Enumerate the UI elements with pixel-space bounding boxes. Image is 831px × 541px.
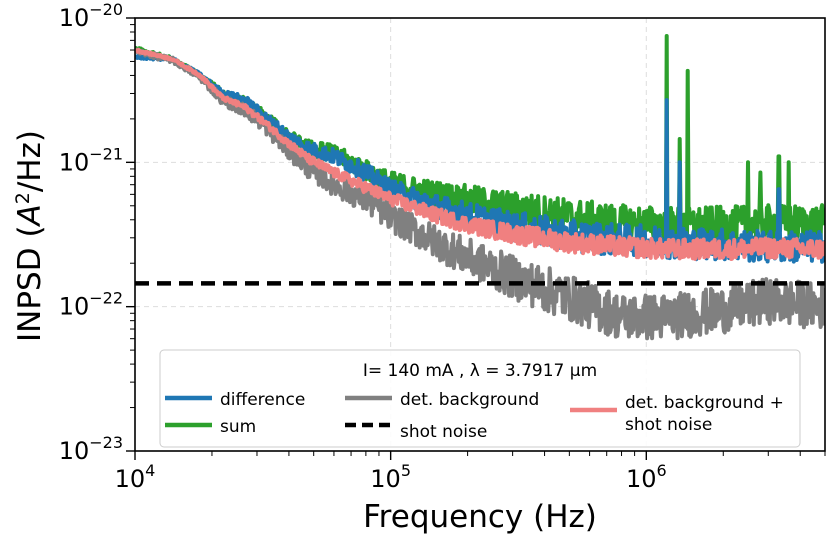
ticks: 104 105 106 10−23 10−22 10−21 10−20 bbox=[59, 0, 826, 493]
legend-label-sum: sum bbox=[220, 417, 256, 437]
legend-label-det-background-shot-noise: det. background + bbox=[625, 393, 784, 413]
series-line-det-background bbox=[135, 47, 825, 341]
y-tick-label: 10−21 bbox=[59, 144, 123, 176]
y-tick-label: 10−23 bbox=[59, 433, 123, 465]
legend-label-difference: difference bbox=[220, 390, 305, 410]
x-tick-label: 104 bbox=[115, 461, 156, 493]
y-tick-label: 10−20 bbox=[59, 0, 123, 32]
legend: I= 140 mA , λ = 3.7917 µm difference sum… bbox=[159, 349, 801, 448]
y-axis-title: INPSD (A2/Hz) bbox=[12, 130, 48, 342]
legend-label-shot-noise: shot noise bbox=[400, 422, 487, 442]
legend-box bbox=[159, 349, 801, 448]
x-axis-title: Frequency (Hz) bbox=[363, 499, 597, 535]
series-group bbox=[135, 34, 825, 341]
legend-label-det-background-shot-noise-line2: shot noise bbox=[625, 415, 712, 435]
y-tick-label: 10−22 bbox=[59, 289, 123, 321]
legend-title: I= 140 mA , λ = 3.7917 µm bbox=[363, 361, 597, 381]
x-tick-label: 105 bbox=[370, 461, 411, 493]
legend-label-det-background: det. background bbox=[400, 390, 539, 410]
plot-frame bbox=[134, 17, 826, 452]
x-tick-label: 106 bbox=[626, 461, 667, 493]
series-line-det-background-shot-noise bbox=[135, 47, 825, 261]
